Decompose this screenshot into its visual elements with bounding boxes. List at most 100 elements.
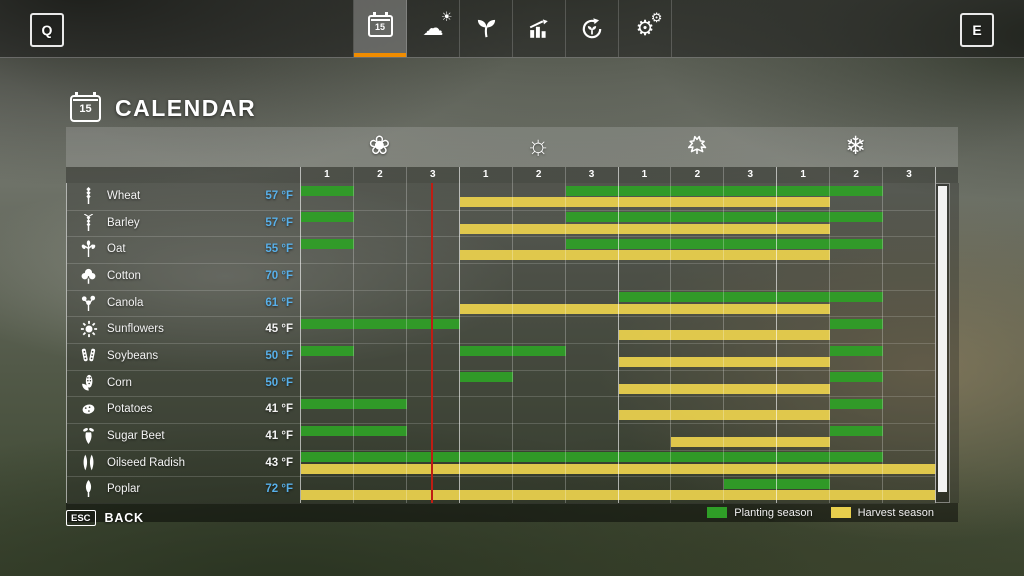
production-stats-icon	[528, 18, 550, 40]
planting-bar	[301, 212, 354, 223]
crop-name: Poplar	[107, 483, 141, 496]
month-header: 1 2 3 1 2 3 1 2 3 1 2 3	[66, 167, 958, 183]
menu-tabs: 15 ☀ ☁ ⚙ ⚙	[353, 0, 672, 57]
planting-bar	[565, 212, 884, 223]
crop-row: Cotton 70 °F	[67, 263, 936, 291]
legend-item: Harvest season	[830, 507, 934, 519]
grid-line	[776, 167, 778, 503]
harvest-bar	[618, 330, 831, 341]
crop-rotation-icon	[580, 17, 604, 41]
month-label: 1	[324, 169, 330, 180]
grid-line	[882, 167, 884, 503]
crop-name: Cotton	[107, 270, 141, 282]
grid-line	[829, 167, 831, 503]
season-header: ❀ ☼ ❄	[66, 127, 958, 167]
planting-bar	[301, 345, 354, 356]
back-button[interactable]: ESC BACK	[66, 510, 144, 526]
harvest-bar	[301, 490, 936, 501]
tab-crop-rotation[interactable]	[566, 0, 619, 57]
month-label: 3	[430, 169, 436, 180]
month-label: 3	[906, 169, 912, 180]
maple-leaf-icon	[667, 132, 727, 156]
germination-temp: 45 °F	[265, 323, 293, 336]
planting-bar	[459, 345, 566, 356]
crop-row: Sunflowers 45 °F	[67, 316, 936, 344]
key-hint-q: Q	[30, 13, 64, 47]
tab-crops[interactable]	[460, 0, 513, 57]
page-title: CALENDAR	[115, 95, 257, 121]
grid-line	[564, 167, 566, 503]
crop-name: Potatoes	[107, 403, 153, 416]
cotton-icon	[80, 267, 98, 285]
tab-settings[interactable]: ⚙ ⚙	[619, 0, 672, 57]
snowflake-icon: ❄	[845, 132, 867, 160]
settings-gears-icon: ⚙ ⚙	[635, 9, 663, 40]
germination-temp: 61 °F	[265, 296, 293, 309]
legend-swatch	[707, 507, 728, 518]
harvest-bar	[618, 383, 831, 394]
scrollbar-thumb[interactable]	[937, 186, 947, 492]
weather-icon: ☀ ☁	[422, 8, 453, 40]
month-label: 2	[853, 169, 859, 180]
grid-line	[511, 167, 513, 503]
harvest-bar	[618, 410, 831, 421]
oilseed-radish-icon	[80, 454, 98, 472]
poplar-icon	[80, 480, 98, 498]
seedling-icon	[475, 17, 498, 40]
crop-name: Corn	[107, 376, 132, 389]
tab-weather[interactable]: ☀ ☁	[407, 0, 460, 57]
barley-icon	[80, 213, 98, 232]
crop-row: Wheat 57 °F	[67, 183, 936, 211]
grid-line	[617, 167, 619, 503]
germination-temp: 70 °F	[265, 270, 293, 282]
key-hint-e: E	[960, 13, 994, 47]
crop-name: Barley	[107, 216, 140, 229]
germination-temp: 72 °F	[265, 483, 293, 496]
crop-row: Corn 50 °F	[67, 370, 936, 398]
month-label: 1	[482, 169, 489, 180]
planting-bar	[459, 372, 513, 383]
planting-bar	[830, 372, 884, 383]
grid-line	[670, 167, 672, 503]
sun-icon: ☼	[525, 130, 551, 160]
harvest-bar	[459, 223, 831, 234]
germination-temp: 41 °F	[265, 403, 293, 416]
planting-bar	[301, 398, 407, 409]
corn-icon	[80, 374, 98, 392]
germination-temp: 41 °F	[265, 430, 293, 442]
crop-row: Oilseed Radish 43 °F	[67, 450, 936, 478]
harvest-bar	[459, 303, 831, 314]
sugar-beet-icon	[80, 427, 98, 445]
harvest-bar	[459, 250, 831, 261]
planting-bar	[301, 318, 460, 329]
tab-statistics[interactable]	[513, 0, 566, 57]
soybeans-icon	[80, 347, 98, 365]
grid-line	[405, 167, 407, 503]
crop-name: Oilseed Radish	[107, 456, 185, 469]
esc-key-icon: ESC	[66, 510, 96, 526]
season-spring: ❀	[349, 132, 409, 161]
germination-temp: 57 °F	[265, 190, 293, 202]
grid-line	[935, 167, 936, 503]
scrollbar[interactable]	[935, 183, 950, 503]
page-header: 15 CALENDAR	[70, 92, 257, 122]
month-label: 3	[747, 169, 754, 180]
harvest-bar	[459, 197, 831, 207]
grid-line	[458, 167, 460, 503]
planting-bar	[830, 425, 884, 436]
crop-name: Sugar Beet	[107, 430, 165, 442]
wheat-icon	[80, 187, 98, 205]
calendar-15-icon: 15	[367, 12, 393, 42]
harvest-bar	[301, 463, 936, 474]
crop-row: Sugar Beet 41 °F	[67, 423, 936, 451]
legend-label: Planting season	[734, 506, 813, 519]
flower-icon: ❀	[368, 130, 391, 160]
grid-line	[300, 167, 301, 503]
planting-bar	[301, 238, 354, 249]
crop-name: Soybeans	[107, 350, 159, 362]
crop-row: Poplar 72 °F	[67, 476, 936, 504]
month-label: 1	[641, 169, 648, 180]
tab-calendar[interactable]: 15	[354, 0, 407, 57]
